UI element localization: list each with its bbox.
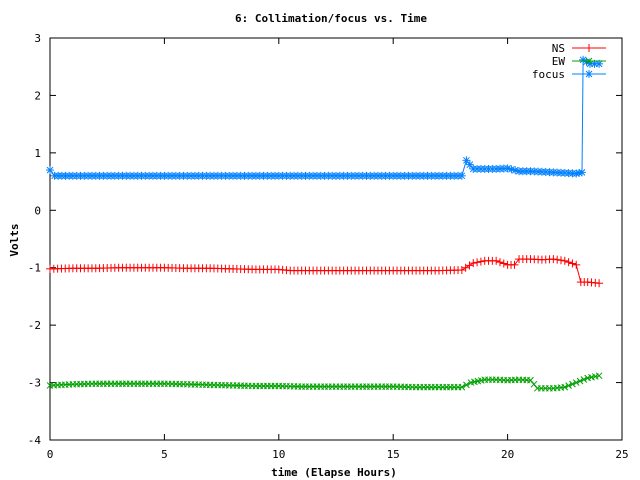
data-point — [503, 164, 512, 173]
data-point — [457, 266, 466, 275]
data-point — [457, 171, 466, 180]
series-ew — [46, 372, 603, 392]
data-point — [568, 259, 577, 268]
x-tick-label: 10 — [272, 448, 285, 461]
y-axis-label: Volts — [8, 223, 21, 256]
series-line — [49, 58, 600, 177]
data-point — [560, 256, 569, 265]
data-point — [469, 259, 478, 268]
data-point — [553, 255, 562, 264]
y-tick-label: 1 — [34, 147, 41, 160]
data-point — [499, 259, 508, 268]
data-point — [564, 258, 573, 267]
data-point — [462, 156, 471, 165]
y-tick-label: 2 — [34, 89, 41, 102]
data-point — [465, 261, 474, 270]
data-point — [461, 263, 470, 272]
data-point — [510, 260, 519, 269]
data-point — [458, 383, 466, 391]
x-tick-label: 20 — [501, 448, 514, 461]
legend-marker — [585, 44, 593, 52]
data-point — [565, 382, 572, 389]
data-point — [595, 279, 604, 288]
legend-label: focus — [532, 68, 565, 81]
data-point — [46, 166, 54, 175]
y-tick-label: -3 — [28, 377, 41, 390]
series-layer — [46, 55, 604, 392]
y-tick-label: -4 — [28, 434, 42, 447]
data-point — [473, 258, 482, 267]
data-point — [577, 168, 586, 177]
plot-frame — [49, 37, 623, 441]
x-tick-label: 0 — [47, 448, 54, 461]
data-point — [511, 166, 520, 175]
data-point — [572, 379, 580, 386]
y-tick-label: 3 — [34, 32, 41, 45]
data-point — [576, 377, 584, 385]
legend-label: EW — [552, 55, 566, 68]
data-point — [463, 381, 470, 389]
data-point — [595, 372, 603, 380]
chart-title: 6: Collimation/focus vs. Time — [235, 12, 427, 25]
x-axis-label: time (Elapse Hours) — [271, 466, 397, 479]
data-point — [492, 256, 501, 265]
legend-label: NS — [552, 42, 565, 55]
data-point — [569, 380, 576, 388]
y-tick-label: -2 — [28, 319, 41, 332]
y-tick-label: 0 — [34, 204, 41, 217]
series-focus — [46, 55, 604, 180]
legend-marker — [585, 57, 593, 65]
data-point — [495, 258, 504, 267]
x-tick-label: 5 — [161, 448, 168, 461]
data-point — [561, 383, 569, 391]
data-point — [580, 376, 588, 383]
data-point — [556, 256, 565, 265]
data-point — [476, 257, 485, 266]
series-ns — [46, 255, 604, 288]
data-point — [465, 160, 474, 169]
data-point — [572, 260, 581, 269]
y-tick-label: -1 — [28, 262, 41, 275]
x-tick-label: 15 — [387, 448, 400, 461]
y-axis: -4 -3 -2 -1 0 1 2 3 — [28, 32, 622, 447]
legend-marker — [585, 70, 593, 78]
x-axis: 0 5 10 15 20 25 — [47, 38, 629, 461]
x-tick-label: 25 — [615, 448, 628, 461]
data-point — [549, 255, 558, 264]
